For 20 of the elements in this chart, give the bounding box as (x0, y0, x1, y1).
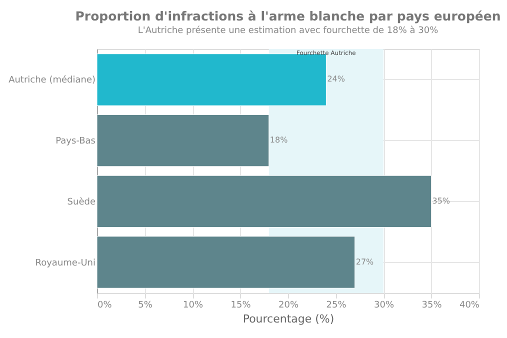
x-tick-label: 30% (374, 300, 394, 310)
y-tick-label: Royaume-Uni (35, 258, 96, 268)
chart-subtitle: L'Autriche présente une estimation avec fourchette de 18% à 30% (138, 25, 439, 36)
x-tick-label: 20% (278, 300, 299, 310)
x-tick-label: 10% (182, 300, 204, 310)
x-tick-label: 25% (326, 300, 347, 310)
y-tick-label: Suède (67, 196, 96, 208)
x-tick-label: 0% (98, 300, 112, 310)
x-tick-label: 5% (138, 300, 153, 310)
y-tick-label: Autriche (médiane) (8, 74, 96, 86)
chart-title: Proportion d'infractions à l'arme blanche par pays européen (75, 8, 501, 24)
y-tick-label: Pays-Bas (56, 136, 96, 147)
x-tick-label: 40% (459, 300, 480, 310)
data-label: 27% (356, 257, 374, 266)
x-axis-title: Pourcentage (%) (242, 312, 334, 326)
data-label: 35% (432, 196, 450, 206)
data-label: 18% (270, 136, 288, 145)
x-tick-label: 15% (230, 300, 252, 310)
x-tick-label: 35% (422, 300, 442, 310)
data-label: 24% (327, 74, 346, 84)
